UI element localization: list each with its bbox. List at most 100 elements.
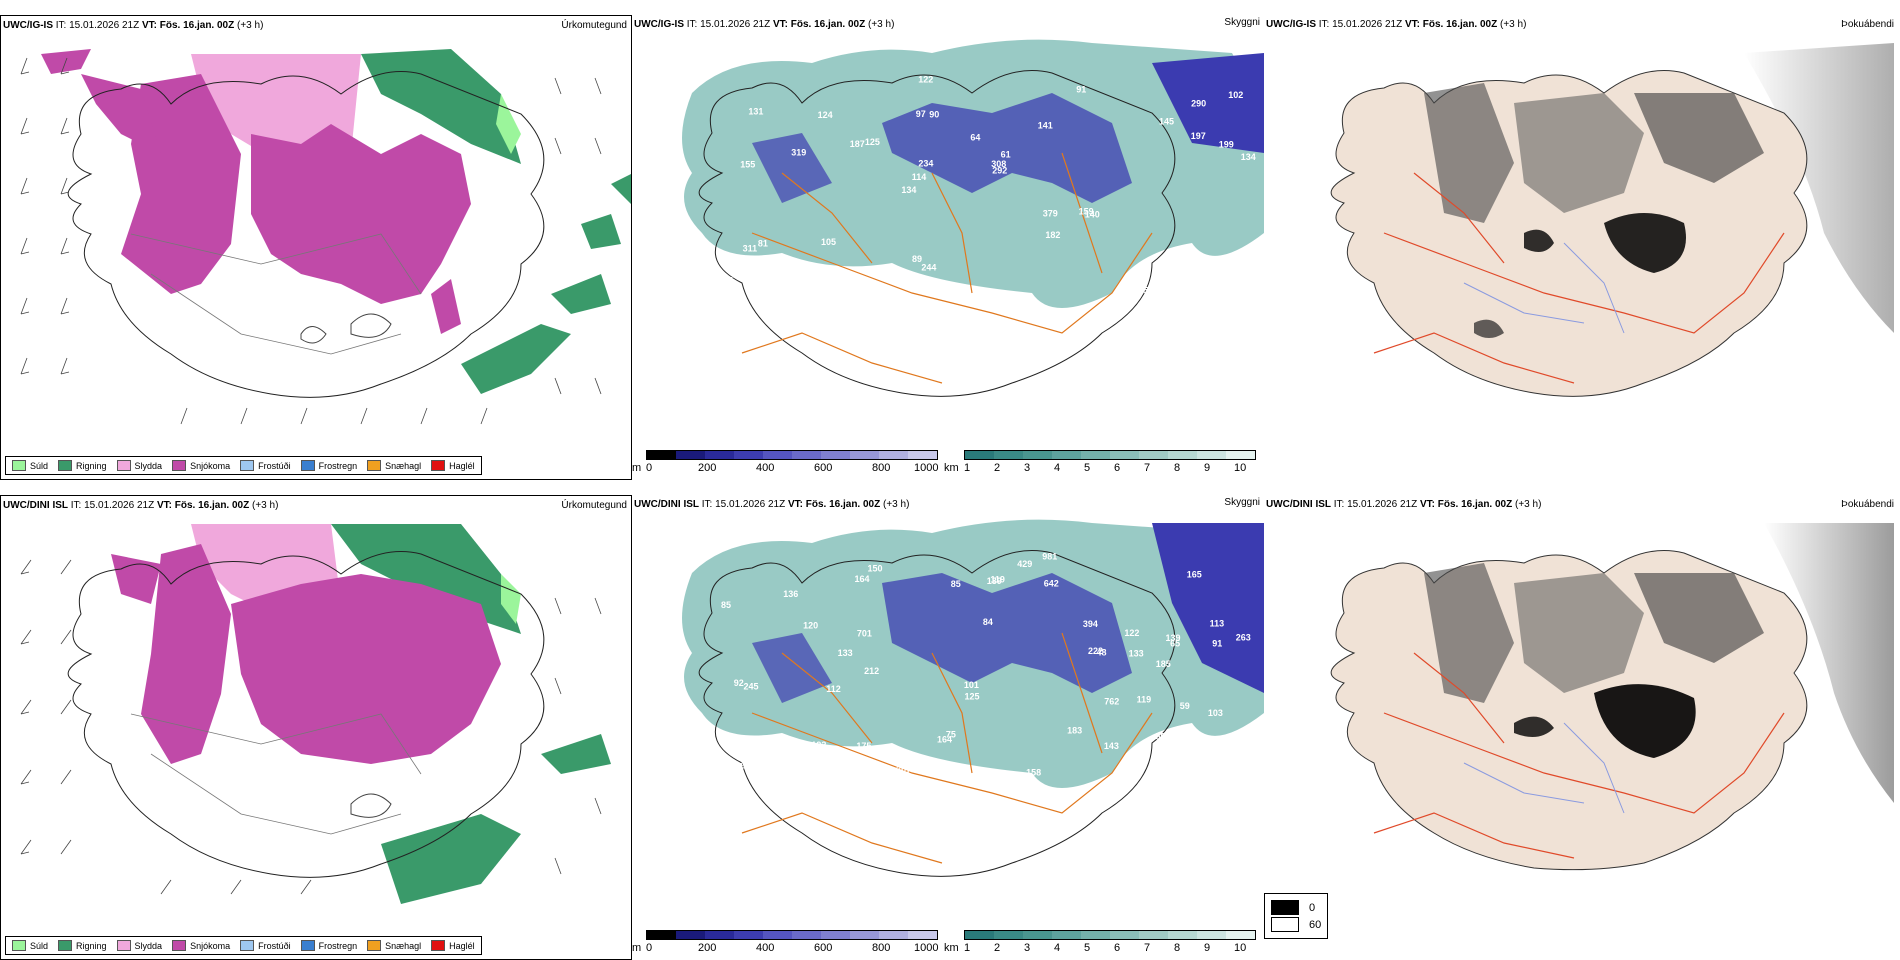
ceiling-value-label: 187 (850, 139, 865, 149)
ceiling-colorbar: m 0 200 400 600 800 1000 (632, 450, 942, 476)
ceiling-value-label: 134 (901, 185, 916, 195)
visibility-colorbar-scale (964, 930, 1256, 940)
ceiling-value-label: 234 (918, 158, 933, 168)
valid-label: VT: (141, 20, 157, 31)
visibility-colorbar-scale (964, 450, 1256, 460)
tick-label: 6 (1114, 462, 1121, 474)
tick-label: 4 (1054, 942, 1061, 954)
ceiling-value-label: 159 (1079, 207, 1094, 217)
fog-legend-bottom: 0 60 (1264, 893, 1329, 939)
lead-time: (+3 h) (237, 20, 264, 31)
tick-label: 10 (1234, 942, 1247, 954)
panel-header: UWC/DINI ISL IT: 15.01.2026 21Z VT: Fös.… (634, 499, 910, 510)
tick-label: 800 (872, 942, 891, 954)
ceiling-value-label: 133 (1129, 649, 1144, 659)
ceiling-value-label: 212 (864, 666, 879, 676)
legend-item: Snjókoma (172, 940, 230, 951)
tick-label: 3 (1024, 462, 1031, 474)
ceiling-colorbar-scale (646, 450, 938, 460)
visibility-unit: km (944, 462, 959, 474)
ceiling-value-label: 97 (916, 109, 926, 119)
panel-title: Úrkomutegund (561, 20, 627, 31)
tick-label: 400 (756, 462, 775, 474)
tick-label: 1000 (914, 462, 939, 474)
ceiling-value-label: 107 (1176, 260, 1191, 270)
panel-title: Þokuábendi (1841, 499, 1894, 510)
ceiling-value-label: 182 (1045, 230, 1060, 240)
panel-title: Skyggni (1224, 497, 1260, 508)
tick-label: 5 (1084, 942, 1091, 954)
fog-map (1330, 43, 1894, 397)
ceiling-value-label: 292 (992, 166, 1007, 176)
ceiling-value-label: 120 (803, 621, 818, 631)
ceiling-value-label: 139 (1166, 633, 1181, 643)
ceiling-value-label: 92 (734, 678, 744, 688)
ceiling-labels: 502 113 134 84 168 150 139 175 165 120 91 85 185 345 2… (721, 552, 1257, 788)
ceiling-value-label: 319 (791, 148, 806, 158)
ceiling-value-label: 222 (1088, 646, 1103, 656)
legend-item: Rigning (58, 460, 107, 471)
ceiling-value-label: 119 (990, 575, 1005, 585)
ceiling-value-label: 759 (774, 759, 789, 769)
precip-legend: Súld Rigning Slydda Snjókoma Frostúði Fr… (5, 936, 482, 955)
ceiling-value-label: 245 (744, 682, 759, 692)
ceiling-value-label: 155 (740, 160, 755, 170)
ceiling-value-label: 113 (1210, 619, 1225, 629)
ceiling-value-label: 48 (1097, 648, 1107, 658)
ceiling-value-label: 164 (937, 734, 952, 744)
legend-item: Haglél (431, 460, 475, 471)
tick-label: 6 (1114, 942, 1121, 954)
ceiling-value-label: 365 (723, 291, 738, 301)
tick-label: 1 (964, 942, 971, 954)
legend-item: Frostúði (240, 940, 291, 951)
ceiling-value-label: 134 (1241, 152, 1256, 162)
precip-type-panel-bottom: UWC/DINI ISL IT: 15.01.2026 21Z VT: Fös.… (0, 495, 632, 960)
ceiling-value-label: 128 (804, 265, 819, 275)
ceiling-value-label: 134 (1203, 742, 1218, 752)
ceiling-value-label: 105 (821, 237, 836, 247)
init-time: IT: 15.01.2026 21Z (55, 20, 140, 31)
tick-label: 7 (1144, 462, 1151, 474)
ceiling-value-label: 140 (1085, 210, 1100, 220)
panel-title: Skyggni (1224, 17, 1260, 28)
legend-item: Slydda (116, 940, 162, 951)
ceiling-value-label: 185 (1156, 659, 1171, 669)
tick-label: 9 (1204, 942, 1211, 954)
legend-item: Rigning (58, 940, 107, 951)
tick-label: 1000 (914, 942, 939, 954)
ceiling-visibility-panel-top: UWC/IG-IS IT: 15.01.2026 21Z VT: Fös. 16… (632, 15, 1264, 480)
ceiling-value-label: 65 (1170, 639, 1180, 649)
ceiling-value-label: 85 (951, 579, 961, 589)
legend-item: Frostregn (300, 940, 357, 951)
ceiling-value-label: 199 (1219, 139, 1234, 149)
visibility-colorbar: km 1 2 3 4 5 6 7 8 9 10 (942, 450, 1262, 476)
ceiling-unit: m (632, 942, 642, 954)
ceiling-value-label: 145 (1159, 117, 1174, 127)
coastline (698, 550, 1176, 877)
tick-label: 800 (872, 462, 891, 474)
ceiling-value-label: 345 (903, 774, 918, 784)
tick-label: 3 (1024, 942, 1031, 954)
ceiling-unit: m (632, 462, 642, 474)
precip-map (20, 49, 631, 425)
ceiling-value-label: 165 (1187, 570, 1202, 580)
coastline (698, 70, 1176, 397)
tick-label: 2 (994, 462, 1001, 474)
ceiling-value-label: 124 (818, 110, 833, 120)
ceiling-value-label: 429 (1017, 559, 1032, 569)
ceiling-value-label: 642 (1044, 579, 1059, 589)
ceiling-value-label: 158 (1026, 768, 1041, 778)
ceiling-value-label: 202 (819, 283, 834, 293)
ceiling-value-label: 762 (1104, 697, 1119, 707)
ceiling-value-label: 198 (861, 777, 876, 787)
ceiling-value-label: 85 (721, 600, 731, 610)
ceiling-value-label: 394 (1083, 619, 1098, 629)
ceiling-value-label: 380 (1164, 774, 1179, 784)
rivers (1463, 242, 1625, 334)
ceiling-value-label: 263 (1236, 633, 1251, 643)
tick-label: 600 (814, 942, 833, 954)
panel-title: Úrkomutegund (561, 500, 627, 511)
ceiling-value-label: 75 (946, 730, 956, 740)
panel-header: UWC/IG-IS IT: 15.01.2026 21Z VT: Fös. 16… (634, 19, 895, 30)
legend-item: Snæhagl (367, 940, 421, 951)
